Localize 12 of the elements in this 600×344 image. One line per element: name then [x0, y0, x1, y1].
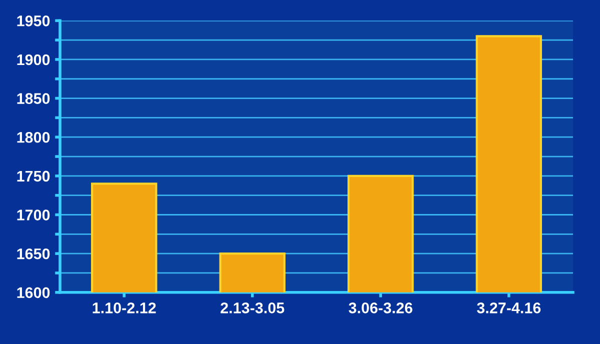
- x-tick-label: 3.06-3.26: [348, 302, 412, 314]
- y-tick-label: 1900: [17, 54, 50, 66]
- x-tick-label: 2.13-3.05: [220, 302, 284, 314]
- y-tick-label: 1650: [17, 248, 50, 260]
- y-tick-label: 1600: [17, 287, 50, 298]
- x-tick-label: 3.27-4.16: [476, 302, 541, 314]
- y-tick-label: 1700: [17, 210, 50, 220]
- y-tick-label: 1850: [17, 93, 50, 104]
- x-tick-label: 1.10-2.12: [92, 302, 156, 314]
- y-tick-label: 1800: [17, 132, 50, 143]
- y-tick-label: 1750: [17, 170, 50, 182]
- y-tick-label: 1950: [17, 16, 50, 26]
